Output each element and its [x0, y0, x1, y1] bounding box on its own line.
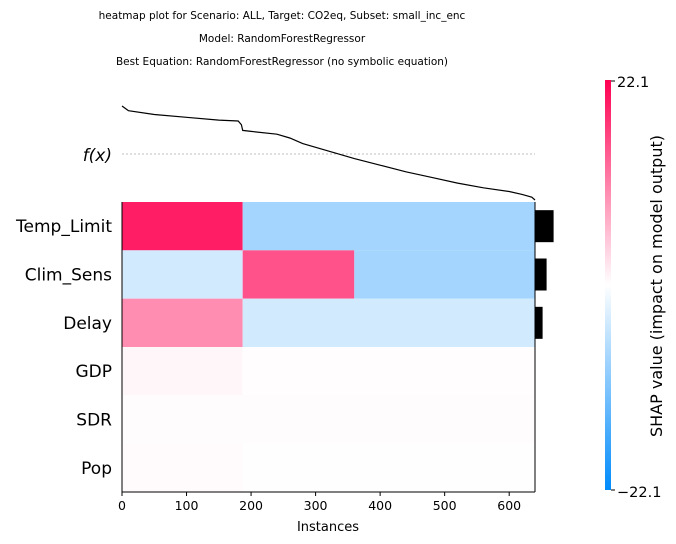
x-tick-label-100: 100 — [175, 498, 199, 513]
heatmap-cell-Clim_Sens-0 — [122, 250, 243, 299]
x-tick-label-400: 400 — [368, 498, 392, 513]
fx-curve — [121, 105, 536, 201]
x-axis-title: Instances — [297, 520, 359, 535]
fx-label: f(x) — [83, 146, 112, 166]
chart-title-line-1: heatmap plot for Scenario: ALL, Target: … — [99, 10, 466, 22]
x-axis-ticks: 0 100 200 300 400 500 600 — [118, 492, 521, 513]
heatmap-cell-Pop-1 — [242, 443, 535, 492]
importance-bar-Delay — [535, 306, 543, 339]
chart-title-line-2: Model: RandomForestRegressor — [199, 33, 366, 45]
feature-label-GDP: GDP — [75, 362, 112, 382]
colorbar-max-label: 22.1 — [617, 75, 649, 91]
heatmap-cell-Pop-0 — [122, 443, 243, 492]
feature-labels: Temp_Limit Clim_Sens Delay GDP SDR Pop — [15, 217, 112, 479]
importance-bar-Temp_Limit — [535, 210, 554, 243]
feature-label-Temp_Limit: Temp_Limit — [15, 217, 112, 237]
colorbar-min-label: −22.1 — [617, 485, 661, 501]
x-tick-label-0: 0 — [118, 498, 126, 513]
heatmap-cell-Temp_Limit-0 — [122, 202, 243, 251]
heatmap-cell-Clim_Sens-1 — [242, 250, 355, 299]
x-tick-label-300: 300 — [304, 498, 328, 513]
colorbar-title: SHAP value (impact on model output) — [647, 135, 666, 437]
feature-label-SDR: SDR — [76, 411, 112, 431]
x-tick-label-200: 200 — [239, 498, 263, 513]
x-tick-label-600: 600 — [497, 498, 521, 513]
x-tick-label-500: 500 — [433, 498, 457, 513]
importance-bar-Clim_Sens — [535, 258, 547, 291]
heatmap-cell-GDP-0 — [122, 347, 243, 396]
heatmap-cells — [122, 202, 535, 492]
feature-label-Clim_Sens: Clim_Sens — [25, 266, 112, 286]
feature-label-Delay: Delay — [63, 314, 112, 334]
heatmap-cell-Clim_Sens-2 — [354, 250, 535, 299]
colorbar — [605, 80, 611, 490]
heatmap-cell-GDP-1 — [242, 347, 535, 396]
feature-label-Pop: Pop — [81, 459, 112, 479]
feature-importance-bars — [535, 210, 554, 339]
heatmap-cell-Delay-1 — [242, 298, 535, 347]
heatmap-cell-Temp_Limit-1 — [242, 202, 535, 251]
chart-title-line-3: Best Equation: RandomForestRegressor (no… — [116, 56, 448, 68]
heatmap-cell-SDR-0 — [122, 395, 535, 444]
heatmap-cell-Delay-0 — [122, 298, 243, 347]
